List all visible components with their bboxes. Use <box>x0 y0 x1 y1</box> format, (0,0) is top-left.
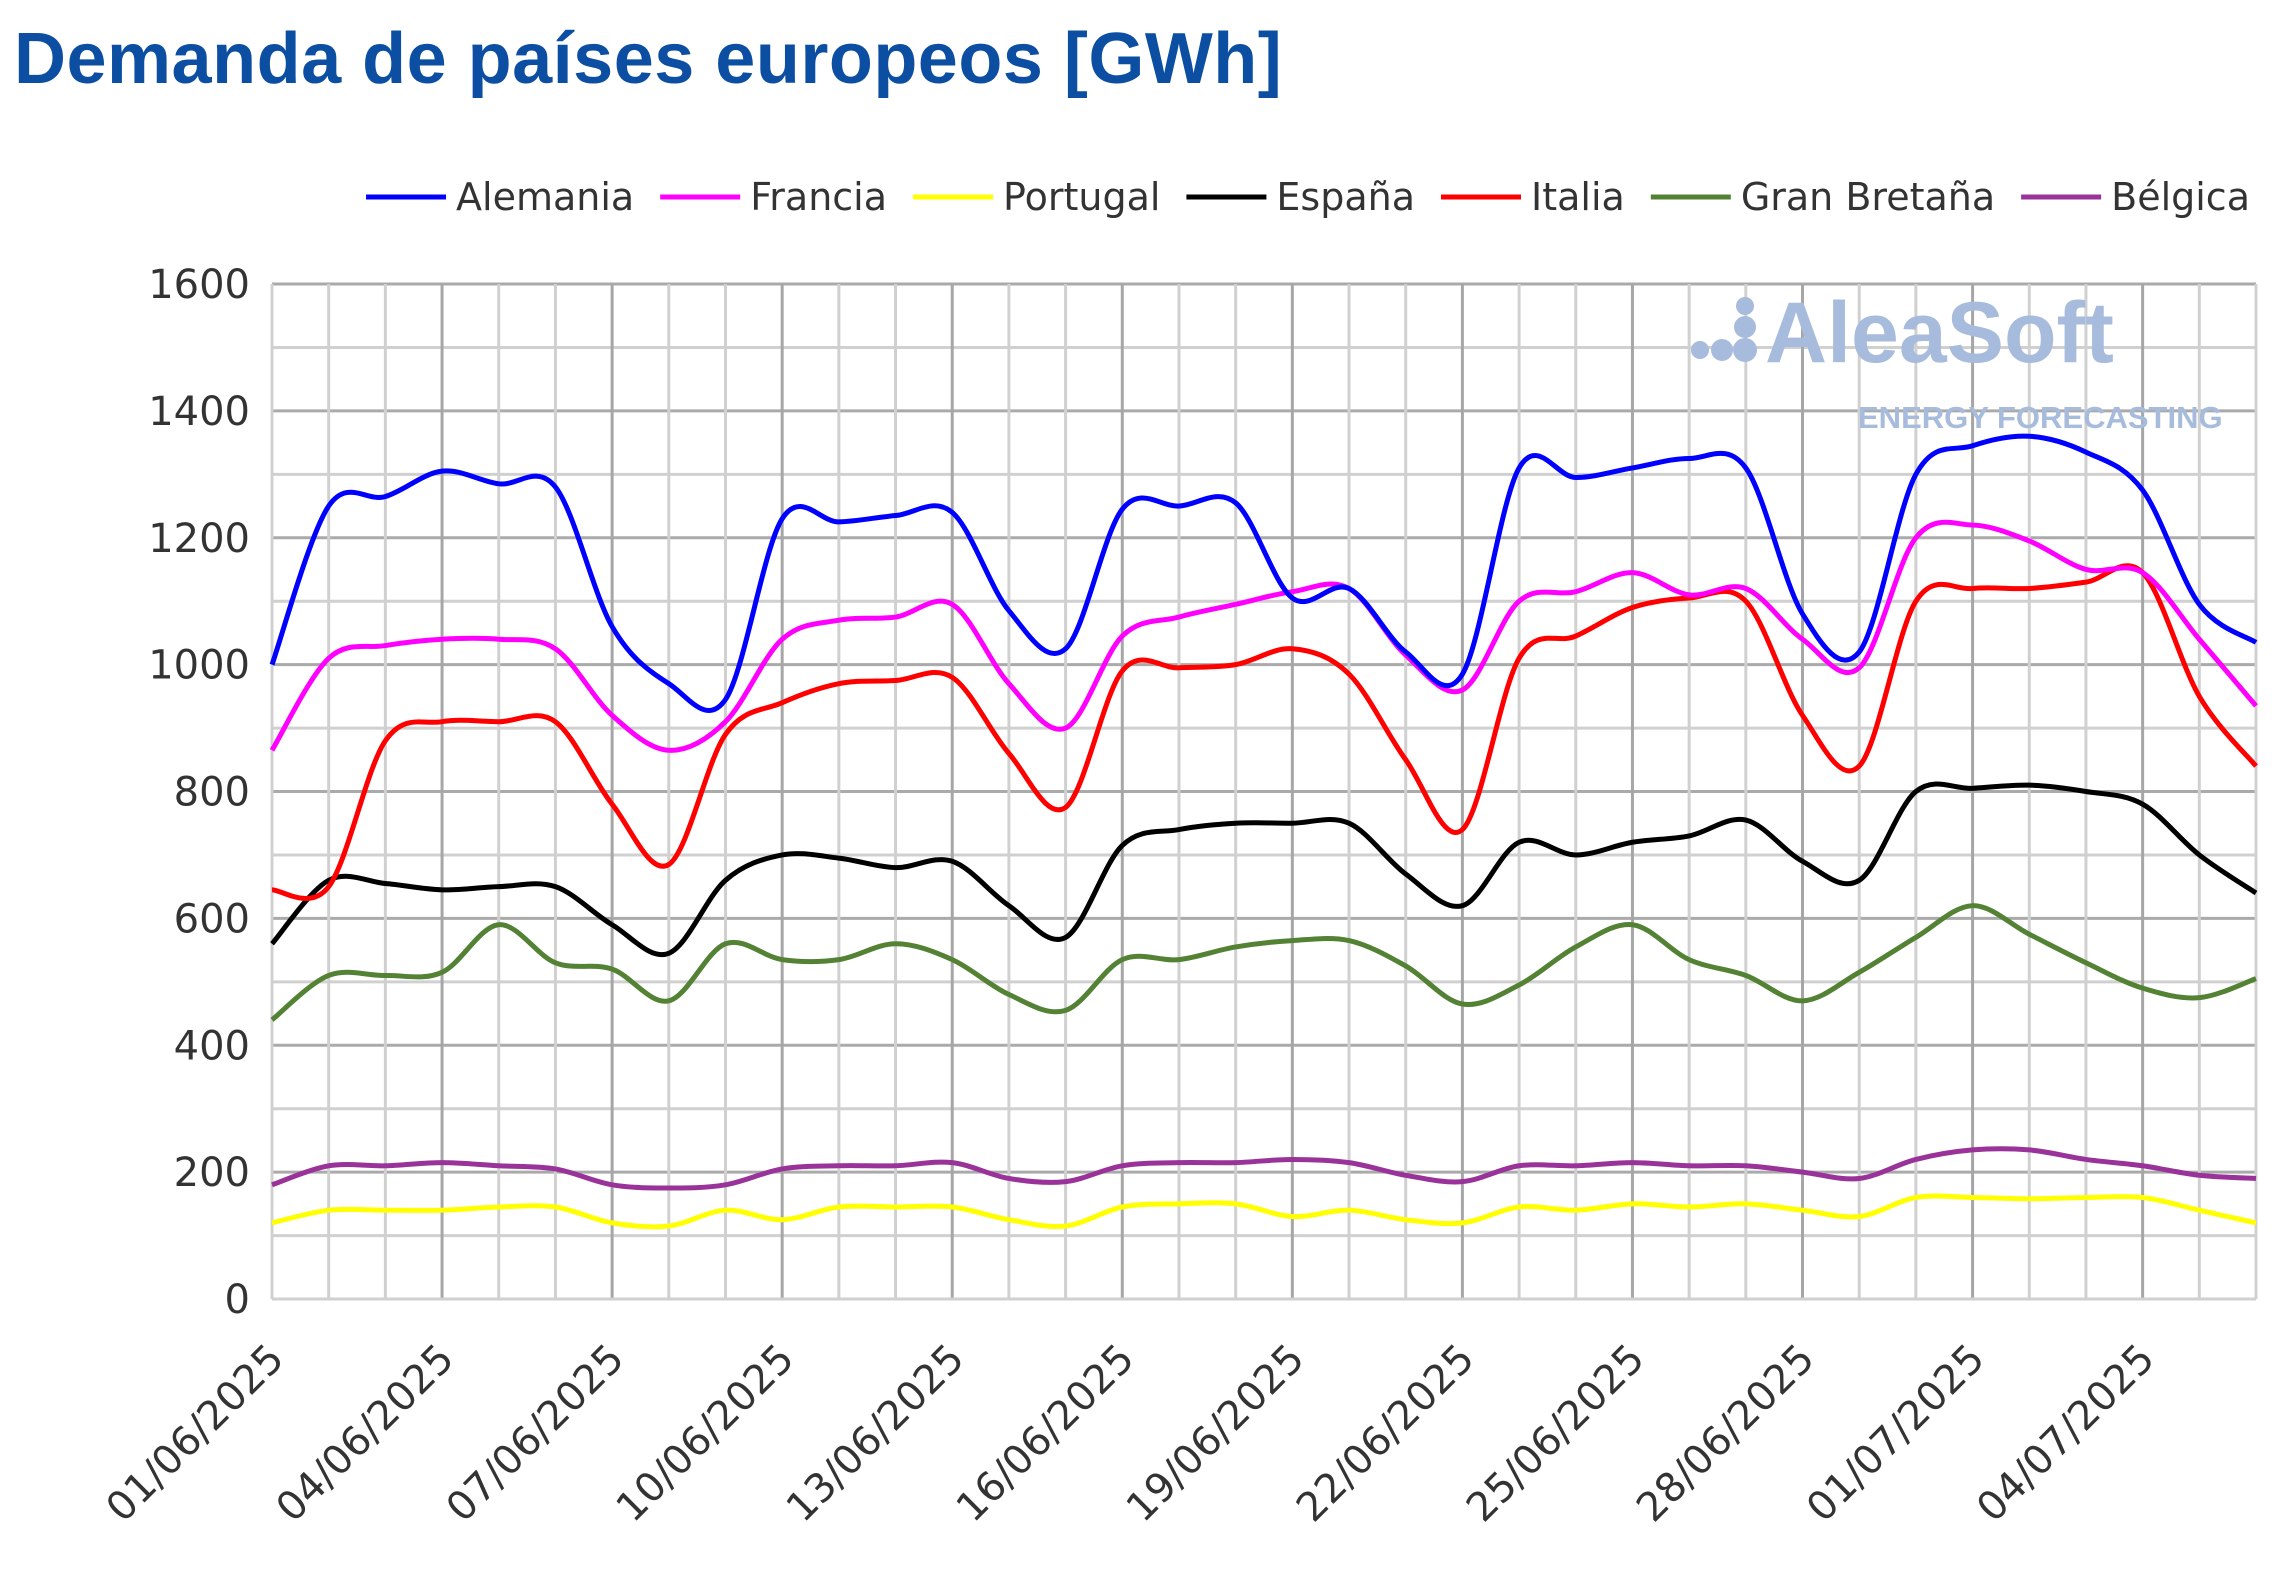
y-tick-label: 1400 <box>148 389 250 435</box>
logo-dot <box>1733 338 1757 362</box>
x-tick-label: 01/07/2025 <box>1798 1336 1994 1532</box>
series-line-portugal <box>271 1193 2257 1230</box>
logo-dot <box>1736 297 1754 315</box>
series-line-alemania <box>269 433 2258 713</box>
series-line-gran-bretaña <box>270 903 2257 1022</box>
aleasoft-watermark: AleaSoft ENERGY FORECASTING <box>1691 285 2223 435</box>
x-tick-label: 04/07/2025 <box>1968 1336 2164 1532</box>
legend-label: Alemania <box>456 175 634 219</box>
legend-label: Italia <box>1531 175 1625 219</box>
series-line-bélgica <box>271 1146 2257 1191</box>
y-tick-label: 600 <box>174 896 250 942</box>
y-tick-label: 1200 <box>148 516 250 562</box>
y-tick-label: 400 <box>174 1023 250 1069</box>
chart-title: Demanda de países europeos [GWh] <box>14 19 1283 99</box>
x-tick-label: 10/06/2025 <box>608 1336 804 1532</box>
x-tick-label: 28/06/2025 <box>1628 1336 1824 1532</box>
legend-label: Francia <box>750 175 887 219</box>
x-tick-label: 19/06/2025 <box>1118 1336 1314 1532</box>
grid <box>270 282 2258 1301</box>
series-line-italia <box>271 563 2258 901</box>
y-tick-label: 200 <box>174 1150 250 1196</box>
x-tick-label: 04/06/2025 <box>268 1336 464 1532</box>
logo-tagline: ENERGY FORECASTING <box>1858 400 2223 435</box>
y-tick-label: 800 <box>174 770 250 816</box>
series-line-españa <box>270 781 2258 958</box>
series-lines <box>269 433 2258 1230</box>
y-tick-label: 0 <box>225 1277 250 1323</box>
x-tick-label: 13/06/2025 <box>778 1336 974 1532</box>
x-axis: 01/06/202504/06/202507/06/202510/06/2025… <box>98 1336 2164 1532</box>
logo-name: AleaSoft <box>1765 285 2114 381</box>
legend-label: España <box>1276 175 1415 219</box>
y-axis: 0 200 400 600 800 1000 1200 1400 1600 <box>148 262 250 1323</box>
series-line-francia <box>269 519 2258 753</box>
x-tick-label: 22/06/2025 <box>1288 1336 1484 1532</box>
legend-label: Bélgica <box>2111 175 2250 219</box>
legend-label: Portugal <box>1003 175 1160 219</box>
logo-dot <box>1711 339 1733 361</box>
logo-dot <box>1691 341 1709 359</box>
legend: Alemania Francia Portugal España Italia Gran … <box>366 175 2250 219</box>
x-tick-label: 01/06/2025 <box>98 1336 294 1532</box>
x-tick-label: 07/06/2025 <box>438 1336 634 1532</box>
legend-label: Gran Bretaña <box>1741 175 1995 219</box>
y-tick-label: 1600 <box>148 262 250 308</box>
logo-dot <box>1734 316 1756 338</box>
x-tick-label: 25/06/2025 <box>1458 1336 1654 1532</box>
y-tick-label: 1000 <box>148 643 250 689</box>
x-tick-label: 16/06/2025 <box>948 1336 1144 1532</box>
